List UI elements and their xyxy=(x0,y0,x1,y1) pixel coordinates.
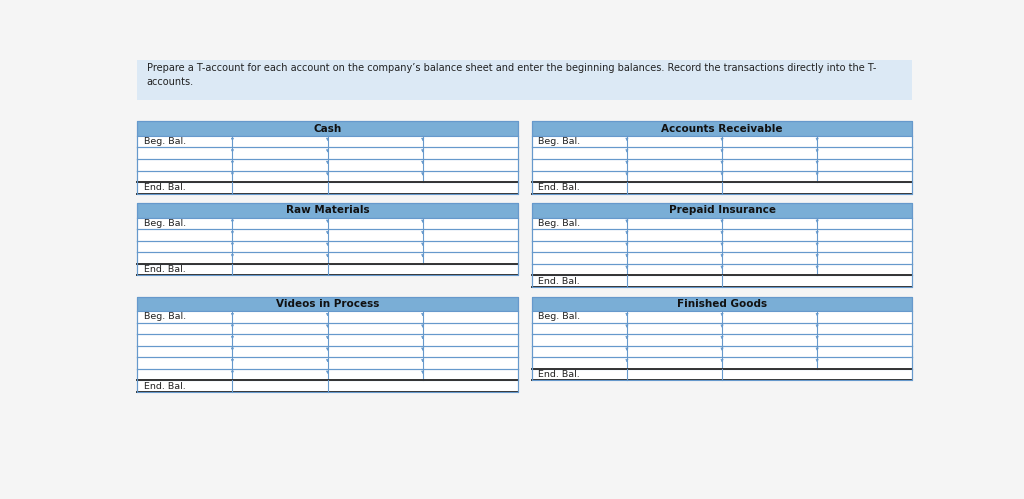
Bar xyxy=(531,296,912,380)
Text: Accounts Receivable: Accounts Receivable xyxy=(662,124,782,134)
Bar xyxy=(137,252,518,264)
Bar xyxy=(137,264,518,275)
Bar xyxy=(137,296,518,311)
Bar xyxy=(137,369,518,380)
Bar xyxy=(137,218,518,230)
Bar xyxy=(531,230,912,241)
Text: Beg. Bal.: Beg. Bal. xyxy=(538,312,581,321)
Bar xyxy=(531,182,912,194)
Bar xyxy=(531,203,912,218)
Bar xyxy=(531,357,912,369)
Bar xyxy=(137,311,518,323)
Bar xyxy=(531,203,912,287)
Bar xyxy=(137,148,518,159)
Bar xyxy=(137,203,518,275)
Bar xyxy=(531,346,912,357)
Bar xyxy=(531,311,912,323)
Bar xyxy=(531,334,912,346)
Bar xyxy=(137,121,518,136)
Text: Beg. Bal.: Beg. Bal. xyxy=(538,219,581,228)
Bar xyxy=(531,323,912,334)
Bar xyxy=(137,241,518,252)
Bar xyxy=(137,334,518,346)
Bar xyxy=(531,275,912,287)
Bar xyxy=(137,230,518,241)
Bar xyxy=(137,159,518,171)
Text: Beg. Bal.: Beg. Bal. xyxy=(538,137,581,146)
Bar xyxy=(137,357,518,369)
Bar xyxy=(531,218,912,230)
Bar xyxy=(531,136,912,148)
Text: End. Bal.: End. Bal. xyxy=(143,382,185,391)
Bar xyxy=(531,264,912,275)
Bar xyxy=(137,171,518,182)
Bar xyxy=(531,369,912,380)
Bar xyxy=(531,159,912,171)
Text: Prepare a T-account for each account on the company’s balance sheet and enter th: Prepare a T-account for each account on … xyxy=(146,63,876,87)
Text: End. Bal.: End. Bal. xyxy=(143,183,185,192)
Text: Cash: Cash xyxy=(313,124,342,134)
Bar xyxy=(137,296,518,392)
Bar xyxy=(137,136,518,148)
Text: Beg. Bal.: Beg. Bal. xyxy=(143,219,185,228)
Bar xyxy=(531,148,912,159)
Text: End. Bal.: End. Bal. xyxy=(538,370,580,379)
Text: End. Bal.: End. Bal. xyxy=(538,183,580,192)
Text: Beg. Bal.: Beg. Bal. xyxy=(143,312,185,321)
Bar xyxy=(137,182,518,194)
Text: Beg. Bal.: Beg. Bal. xyxy=(143,137,185,146)
Text: Raw Materials: Raw Materials xyxy=(286,206,370,216)
Bar xyxy=(137,121,518,194)
Bar xyxy=(531,121,912,136)
Bar xyxy=(137,203,518,218)
Bar xyxy=(137,60,912,100)
Text: End. Bal.: End. Bal. xyxy=(538,277,580,286)
Bar xyxy=(137,346,518,357)
Bar xyxy=(531,252,912,264)
Bar xyxy=(137,323,518,334)
Bar xyxy=(531,171,912,182)
Bar xyxy=(137,380,518,392)
Text: Prepaid Insurance: Prepaid Insurance xyxy=(669,206,775,216)
Text: Finished Goods: Finished Goods xyxy=(677,299,767,309)
Text: Videos in Process: Videos in Process xyxy=(275,299,379,309)
Text: End. Bal.: End. Bal. xyxy=(143,265,185,274)
Bar xyxy=(531,121,912,194)
Bar xyxy=(531,241,912,252)
Bar xyxy=(531,296,912,311)
